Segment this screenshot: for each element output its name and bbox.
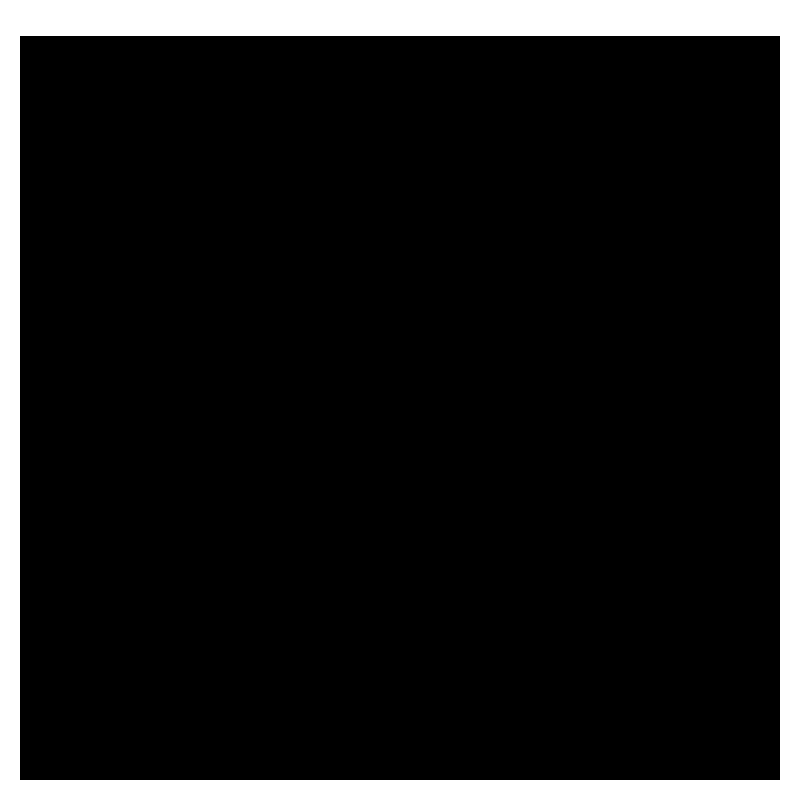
heatmap-frame [20,36,780,780]
heatmap-canvas [20,36,320,186]
